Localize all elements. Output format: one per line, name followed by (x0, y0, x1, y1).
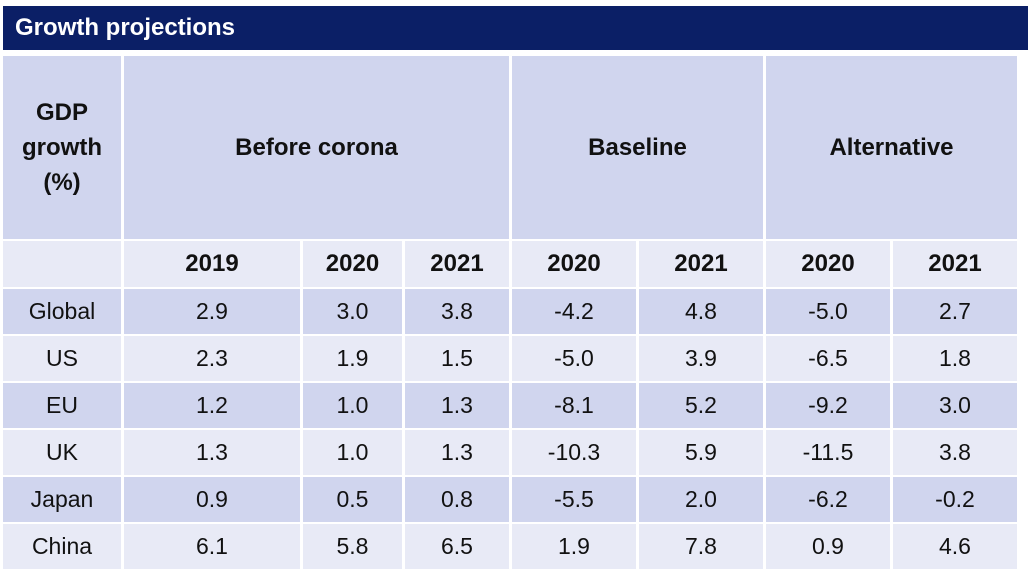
header-group-baseline: Baseline (512, 56, 763, 239)
table-cell: 1.3 (405, 430, 509, 475)
growth-projections-table: GDP growth (%) Before corona Baseline Al… (0, 54, 1020, 571)
header-year: 2019 (124, 241, 300, 287)
table-cell: -4.2 (512, 289, 636, 334)
table-cell: 4.8 (639, 289, 763, 334)
table-cell: -6.2 (766, 477, 890, 522)
table-cell: 2.0 (639, 477, 763, 522)
table-cell: 7.8 (639, 524, 763, 569)
table-cell: 3.9 (639, 336, 763, 381)
table-cell: 1.3 (405, 383, 509, 428)
table-row: China 6.1 5.8 6.5 1.9 7.8 0.9 4.6 (3, 524, 1017, 569)
growth-projections-table-container: Growth projections GDP growth (%) Before… (3, 6, 1028, 571)
table-cell: 2.7 (893, 289, 1017, 334)
header-year: 2021 (405, 241, 509, 287)
table-title: Growth projections (3, 6, 1028, 50)
table-cell: 3.8 (405, 289, 509, 334)
table-cell: 5.2 (639, 383, 763, 428)
table-row: EU 1.2 1.0 1.3 -8.1 5.2 -9.2 3.0 (3, 383, 1017, 428)
table-cell: 1.9 (512, 524, 636, 569)
table-cell: 0.9 (766, 524, 890, 569)
header-year-empty (3, 241, 121, 287)
table-cell: 3.8 (893, 430, 1017, 475)
region-label: Japan (3, 477, 121, 522)
table-cell: -10.3 (512, 430, 636, 475)
header-gdp-growth: GDP growth (%) (3, 56, 121, 239)
region-label: China (3, 524, 121, 569)
table-cell: 2.9 (124, 289, 300, 334)
table-cell: 5.8 (303, 524, 402, 569)
table-row: UK 1.3 1.0 1.3 -10.3 5.9 -11.5 3.8 (3, 430, 1017, 475)
table-cell: 6.5 (405, 524, 509, 569)
table-cell: 1.2 (124, 383, 300, 428)
header-group-row: GDP growth (%) Before corona Baseline Al… (3, 56, 1017, 239)
region-label: UK (3, 430, 121, 475)
header-year: 2020 (303, 241, 402, 287)
table-cell: 4.6 (893, 524, 1017, 569)
table-cell: -5.0 (766, 289, 890, 334)
table-cell: 1.5 (405, 336, 509, 381)
table-cell: -5.0 (512, 336, 636, 381)
table-cell: 1.0 (303, 383, 402, 428)
table-cell: 0.8 (405, 477, 509, 522)
table-cell: 3.0 (303, 289, 402, 334)
table-cell: 1.0 (303, 430, 402, 475)
header-group-alternative: Alternative (766, 56, 1017, 239)
header-year: 2021 (639, 241, 763, 287)
table-row: Japan 0.9 0.5 0.8 -5.5 2.0 -6.2 -0.2 (3, 477, 1017, 522)
table-cell: 5.9 (639, 430, 763, 475)
table-cell: -6.5 (766, 336, 890, 381)
table-row: US 2.3 1.9 1.5 -5.0 3.9 -6.5 1.8 (3, 336, 1017, 381)
table-cell: 1.3 (124, 430, 300, 475)
region-label: Global (3, 289, 121, 334)
table-cell: -0.2 (893, 477, 1017, 522)
table-cell: -5.5 (512, 477, 636, 522)
header-year-row: 2019 2020 2021 2020 2021 2020 2021 (3, 241, 1017, 287)
header-year: 2020 (512, 241, 636, 287)
table-cell: -11.5 (766, 430, 890, 475)
table-cell: 6.1 (124, 524, 300, 569)
table-cell: 1.9 (303, 336, 402, 381)
table-cell: 0.5 (303, 477, 402, 522)
header-group-before-corona: Before corona (124, 56, 509, 239)
table-cell: 1.8 (893, 336, 1017, 381)
table-cell: 0.9 (124, 477, 300, 522)
table-cell: 2.3 (124, 336, 300, 381)
table-cell: -8.1 (512, 383, 636, 428)
table-row: Global 2.9 3.0 3.8 -4.2 4.8 -5.0 2.7 (3, 289, 1017, 334)
region-label: EU (3, 383, 121, 428)
table-cell: -9.2 (766, 383, 890, 428)
header-year: 2020 (766, 241, 890, 287)
table-cell: 3.0 (893, 383, 1017, 428)
header-year: 2021 (893, 241, 1017, 287)
region-label: US (3, 336, 121, 381)
